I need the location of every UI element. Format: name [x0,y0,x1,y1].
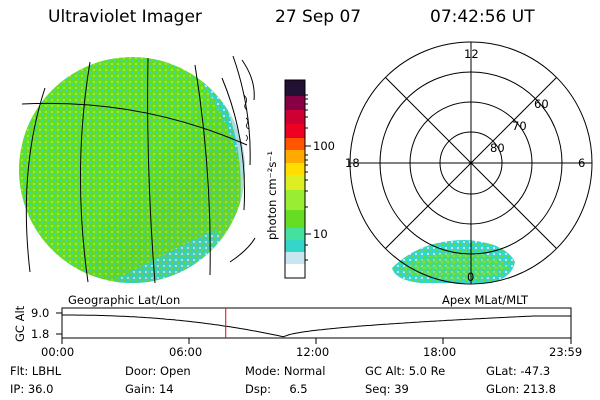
mlt-label-12: 12 [464,47,479,61]
mlt-label-18: 18 [345,156,360,170]
coastline [243,94,250,142]
status-dsp: Dsp: 6.5 [245,382,308,396]
geographic-panel-label: Geographic Lat/Lon [68,293,181,307]
apex-panel-label: Apex MLat/MLT [442,293,529,307]
status-glon: GLon: 213.8 [486,382,556,396]
polar-plot [349,41,593,285]
altitude-tick-top: 9.0 [31,306,50,320]
status-glat: GLat: -47.3 [486,364,551,378]
lat-label-80: 80 [490,141,505,155]
colorbar-tick-10: 10 [313,227,328,241]
instrument-title: Ultraviolet Imager [48,7,202,27]
status-mode: Mode: Normal [245,364,326,378]
status-gc-alt: GC Alt: 5.0 Re [365,364,446,378]
altitude-axis-label: GC Alt [13,305,27,342]
colorbar-unit-label: photon cm⁻²s⁻¹ [265,151,279,240]
image-date: 27 Sep 07 [275,7,362,27]
status-filter: Flt: LBHL [10,364,62,378]
geographic-disk-image [19,57,245,283]
time-tick-0000: 00:00 [41,345,75,359]
altitude-tick-bottom: 1.8 [31,327,50,341]
lat-label-60: 60 [534,97,549,111]
status-door: Door: Open [125,364,191,378]
altitude-curve [62,314,571,338]
colorbar-tick-100: 100 [313,139,335,153]
colorbar [284,79,311,279]
mlt-label-0: 0 [467,270,475,284]
lat-label-70: 70 [512,119,527,133]
status-ip: IP: 36.0 [10,382,54,396]
mlt-label-6: 6 [578,156,586,170]
status-gain: Gain: 14 [125,382,174,396]
time-tick-0600: 06:00 [169,345,203,359]
image-time: 07:42:56 UT [430,7,535,27]
status-seq: Seq: 39 [365,382,409,396]
time-tick-2359: 23:59 [549,345,583,359]
time-tick-1200: 12:00 [296,345,330,359]
lat-lon-grid [21,55,256,284]
time-tick-1800: 18:00 [423,345,457,359]
altitude-strip [56,307,572,344]
